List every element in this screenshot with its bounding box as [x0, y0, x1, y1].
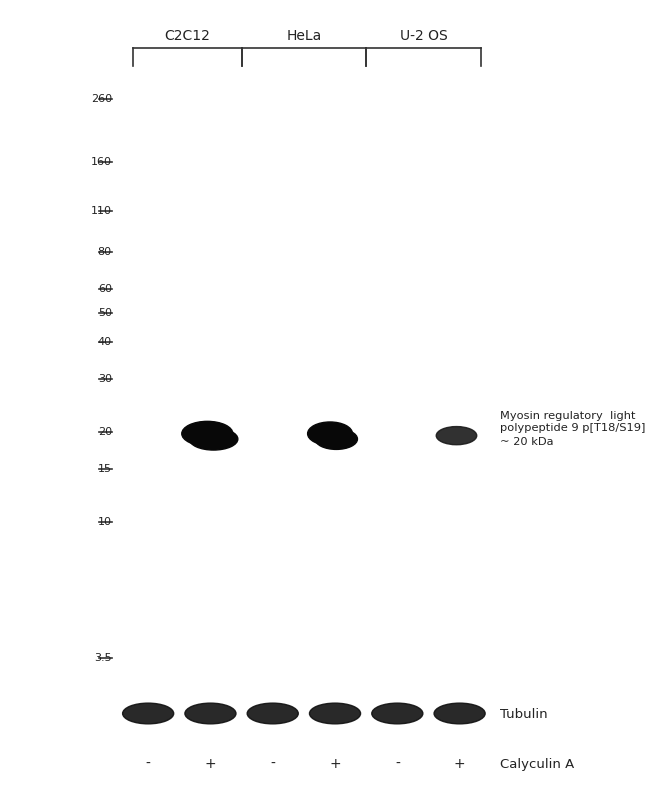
- Text: polypeptide 9 p[T18/S19]: polypeptide 9 p[T18/S19]: [500, 423, 646, 433]
- Text: Tubulin: Tubulin: [500, 708, 548, 721]
- Text: 260: 260: [90, 94, 112, 104]
- Ellipse shape: [315, 428, 358, 449]
- Text: -: -: [395, 757, 400, 772]
- Text: U-2 OS: U-2 OS: [400, 29, 448, 43]
- Ellipse shape: [185, 703, 236, 724]
- Ellipse shape: [372, 703, 423, 724]
- Text: C2C12: C2C12: [164, 29, 210, 43]
- Text: 160: 160: [91, 157, 112, 167]
- Text: 50: 50: [98, 308, 112, 318]
- Text: Myosin regulatory  light: Myosin regulatory light: [500, 411, 636, 421]
- Ellipse shape: [307, 422, 352, 445]
- Text: 80: 80: [98, 247, 112, 257]
- Text: +: +: [205, 757, 216, 772]
- Ellipse shape: [182, 421, 233, 446]
- Text: 110: 110: [91, 205, 112, 216]
- Text: ~ 20 kDa: ~ 20 kDa: [500, 437, 554, 447]
- Ellipse shape: [434, 703, 485, 724]
- Text: +: +: [454, 757, 465, 772]
- Ellipse shape: [309, 703, 361, 724]
- Text: Calyculin A: Calyculin A: [500, 758, 575, 771]
- Text: HeLa: HeLa: [286, 29, 322, 43]
- Text: 10: 10: [98, 516, 112, 527]
- Text: 15: 15: [98, 464, 112, 474]
- Text: -: -: [146, 757, 151, 772]
- Text: 20: 20: [98, 427, 112, 437]
- Ellipse shape: [189, 428, 238, 450]
- Ellipse shape: [436, 427, 476, 445]
- Text: -: -: [270, 757, 275, 772]
- Text: +: +: [329, 757, 341, 772]
- Text: 3.5: 3.5: [94, 653, 112, 662]
- Text: 60: 60: [98, 284, 112, 294]
- Text: 40: 40: [98, 337, 112, 346]
- Text: 30: 30: [98, 374, 112, 384]
- Ellipse shape: [247, 703, 298, 724]
- Ellipse shape: [123, 703, 174, 724]
